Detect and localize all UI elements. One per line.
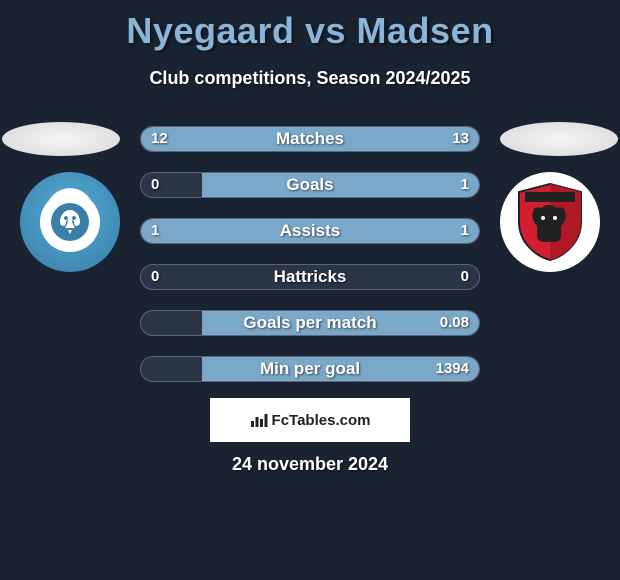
eagle-crest-icon	[50, 202, 90, 242]
stat-label: Goals per match	[141, 311, 479, 335]
stat-label: Min per goal	[141, 357, 479, 381]
stats-comparison: 12Matches130Goals11Assists10Hattricks0Go…	[140, 126, 480, 402]
stat-value-right: 1394	[436, 357, 469, 381]
stat-label: Hattricks	[141, 265, 479, 289]
date-label: 24 november 2024	[0, 454, 620, 475]
subtitle: Club competitions, Season 2024/2025	[0, 68, 620, 89]
stat-row: Goals per match0.08	[140, 310, 480, 336]
stat-row: 0Goals1	[140, 172, 480, 198]
stat-label: Assists	[141, 219, 479, 243]
brand-tag: FcTables.com	[210, 398, 410, 442]
stat-value-right: 0	[461, 265, 469, 289]
stat-value-right: 0.08	[440, 311, 469, 335]
bar-chart-icon	[250, 411, 268, 429]
club-badge-left	[20, 172, 120, 272]
stat-row: 12Matches13	[140, 126, 480, 152]
stat-value-right: 1	[461, 219, 469, 243]
player-photo-placeholder-right	[500, 122, 618, 156]
stat-row: Min per goal1394	[140, 356, 480, 382]
stat-value-right: 1	[461, 173, 469, 197]
page-title: Nyegaard vs Madsen	[0, 0, 620, 52]
stat-value-right: 13	[452, 127, 469, 151]
stat-row: 1Assists1	[140, 218, 480, 244]
stat-label: Goals	[141, 173, 479, 197]
stat-label: Matches	[141, 127, 479, 151]
stat-row: 0Hattricks0	[140, 264, 480, 290]
bear-shield-icon	[515, 182, 585, 262]
brand-label: FcTables.com	[272, 412, 371, 429]
player-photo-placeholder-left	[2, 122, 120, 156]
club-badge-right	[500, 172, 600, 272]
